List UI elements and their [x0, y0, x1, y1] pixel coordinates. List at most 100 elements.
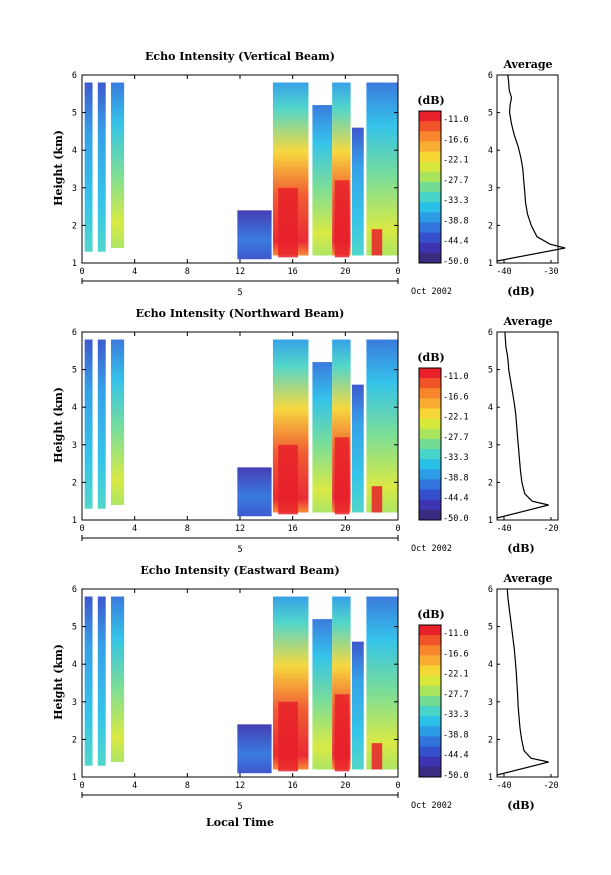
y-tick-label: 2	[72, 221, 77, 231]
colorbar-swatch	[419, 418, 441, 430]
colorbar-swatch	[419, 469, 441, 480]
avg-y-tick-label: 3	[488, 441, 493, 451]
colorbar-tick-label: -27.7	[443, 176, 469, 186]
colorbar-swatch	[419, 655, 441, 667]
echo-block	[237, 210, 272, 260]
colorbar-swatch	[419, 131, 441, 142]
colorbar-tick-label: -33.3	[443, 196, 469, 206]
colorbar-unit: (dB)	[417, 608, 444, 621]
y-tick-label: 4	[72, 403, 77, 413]
colorbar-swatch	[419, 675, 441, 687]
avg-x-tick-label: -20	[543, 524, 558, 534]
colorbar-tick-label: -11.0	[443, 629, 469, 639]
echo-block	[312, 362, 333, 513]
avg-x-tick-label: -20	[543, 781, 558, 791]
colorbar-swatch	[419, 625, 441, 636]
colorbar-swatch	[419, 378, 441, 389]
avg-y-tick-label: 3	[488, 184, 493, 194]
x-tick-label: 4	[132, 524, 137, 534]
colorbar-frame	[418, 624, 442, 778]
colorbar-tick-label: -50.0	[443, 514, 469, 524]
colorbar-swatch	[419, 695, 441, 707]
y-tick-label: 2	[72, 478, 77, 488]
x-tick-label: 20	[340, 267, 350, 277]
date-marker: 5	[237, 288, 242, 298]
echo-block	[366, 339, 398, 513]
echo-core	[334, 694, 350, 772]
date-label: Oct 2002	[411, 544, 452, 554]
colorbar-tick-label: -16.6	[443, 135, 469, 145]
x-tick-label: 4	[132, 781, 137, 791]
avg-frame	[496, 331, 559, 521]
avg-y-tick-label: 2	[488, 221, 493, 231]
avg-frame	[496, 74, 559, 264]
x-tick-label: 0	[79, 267, 84, 277]
echo-core	[278, 701, 298, 772]
y-tick-label: 4	[72, 660, 77, 670]
avg-x-tick-label: -40	[496, 267, 511, 277]
echo-block	[84, 339, 93, 509]
avg-title: Average	[502, 315, 552, 328]
x-axis-label: Local Time	[206, 816, 274, 829]
avg-title: Average	[502, 58, 552, 71]
y-axis-label: Height (km)	[52, 130, 65, 206]
x-tick-label: 8	[185, 781, 190, 791]
colorbar-swatch	[419, 428, 441, 440]
colorbar-swatch	[419, 171, 441, 183]
colorbar-swatch	[419, 665, 441, 677]
avg-x-tick-label: -40	[496, 781, 511, 791]
colorbar-frame	[418, 367, 442, 521]
colorbar-tick-label: -50.0	[443, 771, 469, 781]
avg-y-tick-label: 4	[488, 146, 493, 156]
avg-y-tick-label: 3	[488, 698, 493, 708]
x-tick-label: 8	[185, 524, 190, 534]
colorbar-swatch	[419, 766, 441, 778]
echo-block	[110, 596, 125, 762]
avg-xlabel: (dB)	[507, 799, 534, 812]
colorbar-tick-label: -33.3	[443, 453, 469, 463]
panel-title: Echo Intensity (Northward Beam)	[136, 307, 345, 320]
y-tick-label: 6	[72, 71, 77, 81]
colorbar-swatch	[419, 635, 441, 646]
colorbar-swatch	[419, 212, 441, 223]
x-tick-label: 12	[235, 781, 245, 791]
x-tick-label: 8	[185, 267, 190, 277]
colorbar-swatch	[419, 645, 441, 656]
avg-y-tick-label: 6	[488, 328, 493, 338]
colorbar-tick-label: -27.7	[443, 690, 469, 700]
colorbar-swatch	[419, 161, 441, 173]
colorbar-swatch	[419, 685, 441, 697]
colorbar-swatch	[419, 449, 441, 460]
avg-profile-line	[496, 588, 549, 776]
panel-title: Echo Intensity (Vertical Beam)	[145, 50, 335, 63]
colorbar-tick-label: -44.4	[443, 494, 469, 504]
colorbar-swatch	[419, 232, 441, 244]
echo-block	[351, 384, 364, 513]
echo-core	[371, 229, 383, 256]
x-tick-label: 16	[288, 267, 298, 277]
y-tick-label: 6	[72, 328, 77, 338]
avg-y-tick-label: 2	[488, 735, 493, 745]
panel-title: Echo Intensity (Eastward Beam)	[140, 564, 339, 577]
y-axis-label: Height (km)	[52, 387, 65, 463]
y-axis-label: Height (km)	[52, 644, 65, 720]
echo-block	[366, 82, 398, 256]
colorbar-tick-label: -44.4	[443, 751, 469, 761]
echo-block	[97, 339, 106, 509]
colorbar-swatch	[419, 459, 441, 470]
colorbar-tick-label: -16.6	[443, 649, 469, 659]
avg-y-tick-label: 5	[488, 366, 493, 376]
echo-block	[312, 105, 333, 256]
colorbar-tick-label: -16.6	[443, 392, 469, 402]
y-tick-label: 3	[72, 441, 77, 451]
echo-core	[278, 444, 298, 515]
colorbar-tick-label: -22.1	[443, 156, 469, 166]
colorbar-swatch	[419, 141, 441, 153]
colorbar-swatch	[419, 499, 441, 511]
colorbar-swatch	[419, 222, 441, 234]
avg-xlabel: (dB)	[507, 542, 534, 555]
y-tick-label: 2	[72, 735, 77, 745]
colorbar-swatch	[419, 438, 441, 450]
